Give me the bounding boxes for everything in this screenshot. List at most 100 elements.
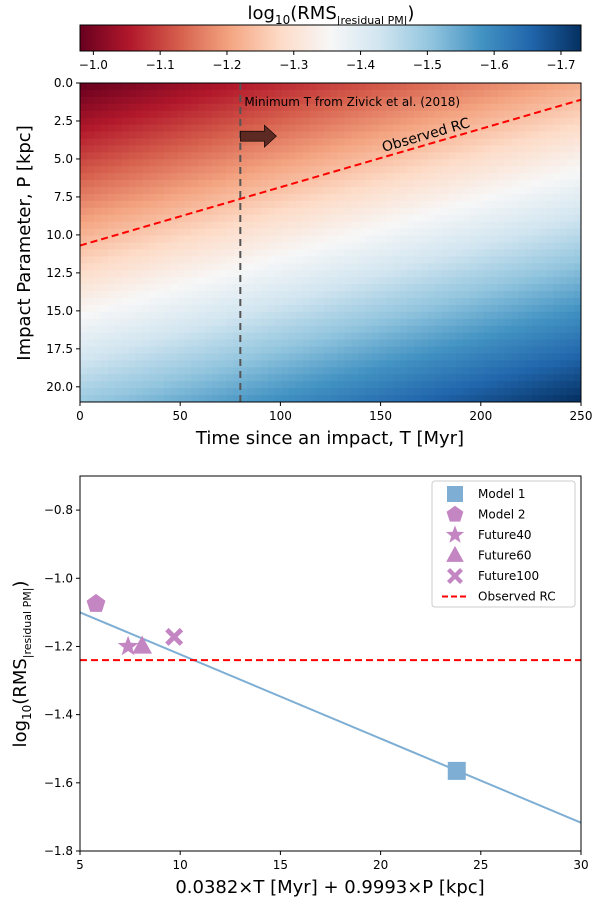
heatmap-cell: [532, 332, 540, 341]
heatmap-cell: [407, 339, 415, 348]
heatmap-cell: [525, 207, 533, 216]
heatmap-cell: [316, 138, 325, 147]
heatmap-cell: [114, 297, 123, 306]
scatter-y-tick-label: −1.4: [44, 708, 73, 722]
heatmap-cell: [281, 166, 290, 174]
heatmap-cell: [86, 83, 95, 91]
heatmap-cell: [86, 346, 95, 355]
heatmap-cell: [504, 353, 513, 361]
heatmap-cell: [511, 284, 519, 292]
heatmap-cell: [323, 180, 332, 188]
heatmap-cell: [267, 339, 276, 348]
heatmap-cell: [302, 83, 311, 91]
heatmap-cell: [337, 117, 346, 126]
heatmap-cell: [414, 83, 422, 91]
heatmap-cell: [184, 360, 192, 368]
heatmap-cell: [253, 388, 262, 396]
heatmap-cell: [100, 263, 109, 271]
heatmap-cell: [156, 311, 165, 320]
heatmap-cell: [427, 277, 436, 285]
heatmap-cell: [260, 381, 269, 389]
heatmap-cell: [420, 353, 429, 361]
colorbar-tick-label: −1.5: [413, 58, 442, 72]
heatmap-cell: [149, 145, 158, 153]
heatmap-cell: [135, 228, 144, 237]
heatmap-cell: [323, 228, 332, 237]
heatmap-cell: [483, 180, 492, 188]
heatmap-cell: [567, 353, 575, 361]
heatmap-cell: [128, 131, 137, 140]
heatmap-cell: [93, 166, 102, 174]
heatmap-cell: [142, 89, 151, 98]
heatmap-cell: [504, 200, 513, 209]
heatmap-cell: [295, 117, 304, 126]
heatmap-cell: [128, 159, 137, 167]
heatmap-cell: [434, 270, 443, 278]
heatmap-cell: [532, 152, 540, 160]
heatmap-cell: [407, 214, 415, 223]
heatmap-cell: [539, 103, 547, 112]
heatmap-cell: [574, 159, 581, 167]
heatmap-cell: [379, 214, 387, 223]
heatmap-cell: [490, 173, 499, 181]
heatmap-cell: [455, 367, 464, 375]
heatmap-cell: [483, 291, 492, 299]
heatmap-cell: [511, 110, 519, 119]
heatmap-cell: [316, 242, 325, 251]
heatmap-cell: [330, 131, 339, 140]
heatmap-cell: [177, 353, 185, 361]
heatmap-cell: [135, 242, 144, 251]
heatmap-cell: [156, 242, 165, 251]
heatmap-cell: [135, 339, 144, 348]
heatmap-cell: [407, 193, 415, 202]
heatmap-panel: Observed RC Minimum T from Zivick et al.…: [14, 76, 592, 449]
heatmap-cell: [128, 103, 137, 112]
heatmap-cell: [260, 152, 269, 160]
heatmap-cell: [135, 291, 144, 299]
heatmap-cell: [358, 256, 366, 264]
heatmap-cell: [511, 193, 519, 202]
heatmap-cell: [233, 367, 241, 375]
heatmap-cell: [414, 367, 422, 375]
heatmap-cell: [240, 166, 248, 174]
heatmap-cell: [316, 332, 325, 341]
heatmap-cell: [114, 235, 123, 244]
heatmap-cell: [518, 124, 526, 133]
heatmap-cell: [393, 277, 401, 285]
heatmap-cell: [553, 180, 561, 188]
heatmap-cell: [400, 117, 408, 126]
heatmap-cell: [100, 353, 109, 361]
heatmap-cell: [302, 325, 311, 334]
heatmap-cell: [121, 138, 130, 147]
heatmap-cell: [114, 360, 123, 368]
heatmap-cell: [427, 103, 436, 112]
heatmap-cell: [219, 381, 227, 389]
heatmap-cell: [490, 346, 499, 355]
heatmap-cell: [448, 304, 457, 313]
heatmap-cell: [80, 131, 88, 140]
heatmap-cell: [233, 228, 241, 237]
heatmap-cell: [205, 332, 213, 341]
heatmap-cell: [309, 277, 318, 285]
heatmap-cell: [80, 117, 88, 126]
heatmap-cell: [365, 221, 373, 230]
heatmap-cell: [330, 152, 339, 160]
heatmap-cell: [497, 110, 506, 119]
heatmap-cell: [504, 381, 513, 389]
heatmap-cell: [233, 166, 241, 174]
heatmap-cell: [344, 145, 352, 153]
heatmap-cell: [497, 353, 506, 361]
heatmap-cell: [309, 131, 318, 140]
heatmap-cell: [393, 117, 401, 126]
heatmap-cell: [121, 325, 130, 334]
heatmap-cell: [358, 221, 366, 230]
heatmap-cell: [462, 89, 471, 98]
heatmap-cell: [518, 249, 526, 257]
heatmap-cell: [379, 89, 387, 98]
heatmap-cell: [434, 311, 443, 320]
heatmap-cell: [247, 117, 255, 126]
heatmap-cell: [274, 297, 283, 306]
heatmap-cell: [191, 270, 199, 278]
heatmap-cell: [434, 103, 443, 112]
heatmap-cell: [490, 138, 499, 147]
